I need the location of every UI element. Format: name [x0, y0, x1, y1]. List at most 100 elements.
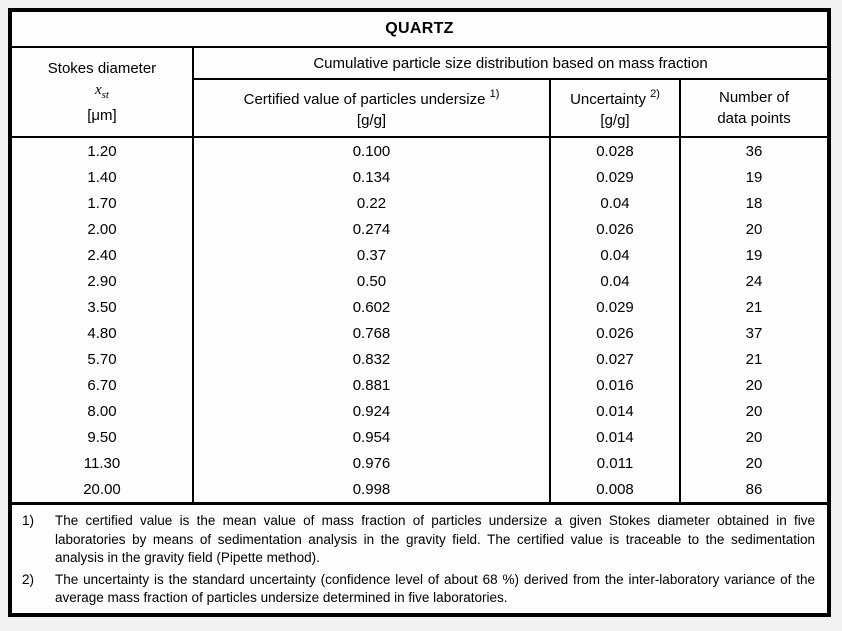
cell-data-points: 20: [678, 216, 828, 242]
data-points-label-line2: data points: [717, 110, 791, 127]
cell-certified-value: 0.832: [192, 346, 550, 372]
stokes-diameter-label: Stokes diameter: [47, 59, 157, 77]
cell-data-points: 36: [678, 137, 828, 164]
title-row: QUARTZ: [12, 12, 828, 48]
table-row: 5.70 0.832 0.027 21: [12, 346, 828, 372]
cell-certified-value: 0.602: [192, 294, 550, 320]
header-sub-row: Certified value of particles undersize 1…: [12, 79, 828, 138]
uncertainty-label-line: Uncertainty 2): [551, 85, 679, 110]
header-group-row: Stokes diameter xst [μm] Cumulative part…: [12, 47, 828, 138]
table-row: 8.00 0.924 0.014 20: [12, 398, 828, 424]
col-header-uncertainty: Uncertainty 2) [g/g]: [549, 79, 680, 138]
cell-uncertainty: 0.016: [549, 372, 680, 398]
cell-certified-value: 0.954: [192, 424, 550, 450]
cell-certified-value: 0.976: [192, 450, 550, 476]
cell-certified-value: 0.998: [192, 476, 550, 502]
table-row: 11.30 0.976 0.011 20: [12, 450, 828, 476]
table-row: 1.20 0.100 0.028 36: [12, 137, 828, 164]
table-title: QUARTZ: [12, 12, 828, 48]
cell-uncertainty: 0.04: [549, 268, 680, 294]
stokes-symbol-x: x: [94, 81, 102, 98]
cell-data-points: 86: [678, 476, 828, 502]
cell-data-points: 37: [678, 320, 828, 346]
table-row: 9.50 0.954 0.014 20: [12, 424, 828, 450]
footnote-1-marker: 1): [22, 513, 35, 528]
cell-stokes-diameter: 9.50: [87, 428, 117, 446]
cell-stokes-diameter: 4.80: [87, 324, 117, 342]
data-points-label-line1: Number of: [719, 89, 790, 106]
cell-certified-value: 0.768: [192, 320, 550, 346]
cell-uncertainty: 0.026: [549, 216, 680, 242]
cell-stokes-diameter: 1.70: [87, 194, 117, 212]
uncertainty-unit: [g/g]: [600, 112, 630, 129]
cell-uncertainty: 0.029: [549, 294, 680, 320]
cell-uncertainty: 0.014: [549, 424, 680, 450]
cell-data-points: 19: [678, 242, 828, 268]
cell-stokes-diameter: 6.70: [87, 376, 117, 394]
cell-stokes-diameter: 3.50: [87, 298, 117, 316]
cell-data-points: 18: [678, 190, 828, 216]
cell-data-points: 24: [678, 268, 828, 294]
cell-stokes-diameter: 2.40: [87, 246, 117, 264]
cell-data-points: 21: [678, 294, 828, 320]
cell-certified-value: 0.881: [192, 372, 550, 398]
stokes-unit: [μm]: [87, 106, 117, 124]
table-row: 2.00 0.274 0.026 20: [12, 216, 828, 242]
cell-uncertainty: 0.011: [549, 450, 680, 476]
cell-certified-value: 0.37: [192, 242, 550, 268]
col-header-stokes-diameter: Stokes diameter xst [μm]: [12, 47, 194, 138]
cell-certified-value: 0.274: [192, 216, 550, 242]
table-row: 3.50 0.602 0.029 21: [12, 294, 828, 320]
col-header-data-points: Number of data points: [678, 79, 828, 138]
cell-uncertainty: 0.04: [549, 190, 680, 216]
footnote-1: 1) The certified value is the mean value…: [22, 512, 815, 568]
certified-footnote-ref: 1): [489, 88, 500, 100]
cell-uncertainty: 0.04: [549, 242, 680, 268]
table-row: 1.70 0.22 0.04 18: [12, 190, 828, 216]
cell-data-points: 19: [678, 164, 828, 190]
cell-data-points: 21: [678, 346, 828, 372]
cell-uncertainty: 0.026: [549, 320, 680, 346]
cell-data-points: 20: [678, 424, 828, 450]
footnotes-section: 1) The certified value is the mean value…: [12, 502, 827, 615]
cell-certified-value: 0.22: [192, 190, 550, 216]
cell-stokes-diameter: 1.40: [87, 168, 117, 186]
cell-certified-value: 0.134: [192, 164, 550, 190]
certified-value-label-line: Certified value of particles undersize 1…: [194, 85, 549, 110]
cell-stokes-diameter: 20.00: [83, 480, 121, 498]
uncertainty-footnote-ref: 2): [650, 88, 660, 100]
footnote-2-text: The uncertainty is the standard uncertai…: [55, 571, 815, 606]
cell-uncertainty: 0.027: [549, 346, 680, 372]
cell-uncertainty: 0.014: [549, 398, 680, 424]
table-row: 2.90 0.50 0.04 24: [12, 268, 828, 294]
col-header-certified-value: Certified value of particles undersize 1…: [193, 79, 550, 138]
cell-data-points: 20: [678, 450, 828, 476]
col-group-header: Cumulative particle size distribution ba…: [193, 47, 828, 80]
footnote-2: 2) The uncertainty is the standard uncer…: [22, 571, 815, 608]
cell-data-points: 20: [678, 398, 828, 424]
quartz-table: QUARTZ Stokes diameter xst [μm] Cumulati…: [12, 12, 828, 502]
table-row: 4.80 0.768 0.026 37: [12, 320, 828, 346]
footnote-2-marker: 2): [22, 571, 35, 587]
footnote-1-text: The certified value is the mean value of…: [55, 513, 815, 565]
cell-certified-value: 0.50: [192, 268, 550, 294]
stokes-symbol-subscript: st: [101, 88, 109, 101]
cell-data-points: 20: [678, 372, 828, 398]
table-row: 20.00 0.998 0.008 86: [12, 476, 828, 502]
cell-certified-value: 0.100: [192, 137, 550, 164]
cell-stokes-diameter: 1.20: [87, 142, 117, 160]
certified-value-unit: [g/g]: [356, 112, 387, 129]
table-row: 1.40 0.134 0.029 19: [12, 164, 828, 190]
cell-stokes-diameter: 11.30: [83, 454, 121, 472]
cell-stokes-diameter: 8.00: [87, 402, 117, 420]
cell-certified-value: 0.924: [192, 398, 550, 424]
cell-stokes-diameter: 5.70: [87, 350, 117, 368]
stokes-symbol: xst: [12, 80, 192, 105]
cell-stokes-diameter: 2.00: [87, 220, 117, 238]
cell-uncertainty: 0.029: [549, 164, 680, 190]
cell-uncertainty: 0.028: [549, 137, 680, 164]
cell-stokes-diameter: 2.90: [87, 272, 117, 290]
certified-value-label: Certified value of particles undersize: [243, 91, 486, 108]
quartz-table-frame: QUARTZ Stokes diameter xst [μm] Cumulati…: [8, 8, 831, 617]
